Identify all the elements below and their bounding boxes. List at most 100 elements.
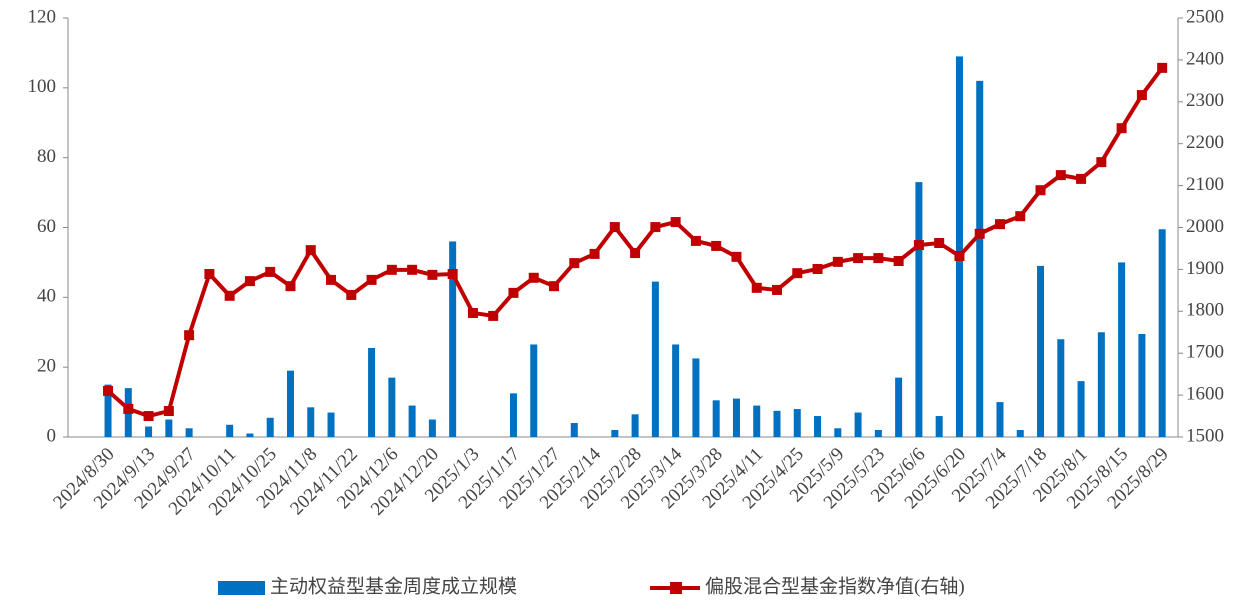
bar <box>388 377 396 437</box>
bar <box>185 428 193 437</box>
bar <box>672 344 680 437</box>
bar <box>1118 262 1126 437</box>
line-marker <box>974 228 985 239</box>
bar <box>611 430 619 437</box>
line-marker <box>792 268 803 279</box>
line-marker <box>305 245 316 256</box>
bar <box>955 56 963 438</box>
y2-tick-label: 2400 <box>1186 48 1224 69</box>
y-tick-label: 40 <box>37 286 56 307</box>
line-marker <box>589 248 600 259</box>
bar <box>1138 333 1146 437</box>
line-marker <box>893 256 904 267</box>
line-marker <box>1076 173 1087 184</box>
line-marker <box>1136 90 1147 101</box>
bar <box>145 426 153 437</box>
line-marker <box>224 290 235 301</box>
legend-label: 主动权益型基金周度成立规模 <box>270 575 517 597</box>
legend-swatch <box>670 582 682 594</box>
line-marker <box>954 250 965 261</box>
line-marker <box>1015 211 1026 222</box>
bar <box>327 412 335 437</box>
bar <box>854 412 862 437</box>
bar <box>1016 430 1024 437</box>
y2-tick-label: 1700 <box>1186 342 1224 363</box>
line-marker <box>285 281 296 292</box>
line-marker <box>1035 185 1046 196</box>
bar <box>226 424 234 437</box>
bar <box>286 370 294 437</box>
legend-label: 偏股混合型基金指数净值(右轴) <box>705 575 965 597</box>
line-marker <box>832 256 843 267</box>
y2-tick-label: 1600 <box>1186 383 1224 404</box>
line-marker <box>488 310 499 321</box>
line-marker <box>812 263 823 274</box>
bar <box>976 80 984 437</box>
line-marker <box>143 411 154 422</box>
bar <box>449 241 457 437</box>
line-marker <box>244 276 255 287</box>
line-marker <box>407 264 418 275</box>
line-marker <box>609 222 620 233</box>
y2-tick-label: 2200 <box>1186 132 1224 153</box>
line-marker <box>427 269 438 280</box>
bar <box>874 430 882 437</box>
bar <box>996 402 1004 437</box>
line-marker <box>1157 62 1168 73</box>
bar <box>732 398 740 437</box>
bar <box>570 423 578 437</box>
bar <box>1057 339 1065 437</box>
line-marker <box>1116 123 1127 134</box>
line <box>106 66 1164 419</box>
line-marker <box>549 281 560 292</box>
bar <box>1037 265 1045 437</box>
line-marker <box>265 266 276 277</box>
line-marker <box>204 269 215 280</box>
line-marker <box>630 248 641 259</box>
line-marker <box>386 264 397 275</box>
line-marker <box>731 251 742 262</box>
bar <box>773 410 781 437</box>
bar <box>307 407 315 437</box>
bar <box>530 344 538 437</box>
line-marker <box>569 258 580 269</box>
bar <box>1158 229 1166 437</box>
line-marker <box>751 282 762 293</box>
bar <box>509 393 517 437</box>
bar <box>408 405 416 437</box>
y2-tick-label: 1900 <box>1186 258 1224 279</box>
bar <box>104 384 112 437</box>
line-marker <box>447 269 458 280</box>
line-marker <box>366 274 377 285</box>
line-marker <box>103 385 114 396</box>
line-marker <box>650 222 661 233</box>
bar <box>1097 332 1105 437</box>
bar <box>935 416 943 437</box>
y-tick-label: 60 <box>37 216 56 237</box>
line-marker <box>326 274 337 285</box>
y-tick-label: 0 <box>47 425 57 446</box>
line-marker <box>467 307 478 318</box>
line-marker <box>934 238 945 249</box>
bar <box>692 358 700 437</box>
line-marker <box>690 235 701 246</box>
y-tick-label: 20 <box>37 356 56 377</box>
line-marker <box>123 403 134 414</box>
bar <box>895 377 903 437</box>
bar <box>793 409 801 437</box>
y2-tick-label: 2100 <box>1186 174 1224 195</box>
bar <box>266 417 274 437</box>
bar <box>834 428 842 437</box>
y-tick-label: 80 <box>37 146 56 167</box>
line-marker <box>772 284 783 295</box>
line-marker <box>711 240 722 251</box>
bar <box>753 405 761 437</box>
line-marker <box>1096 157 1107 168</box>
legend-swatch <box>218 581 265 595</box>
line-marker <box>184 330 195 341</box>
bar <box>631 414 639 437</box>
bar <box>814 416 822 437</box>
y2-tick-label: 2300 <box>1186 90 1224 111</box>
bar <box>428 419 436 437</box>
